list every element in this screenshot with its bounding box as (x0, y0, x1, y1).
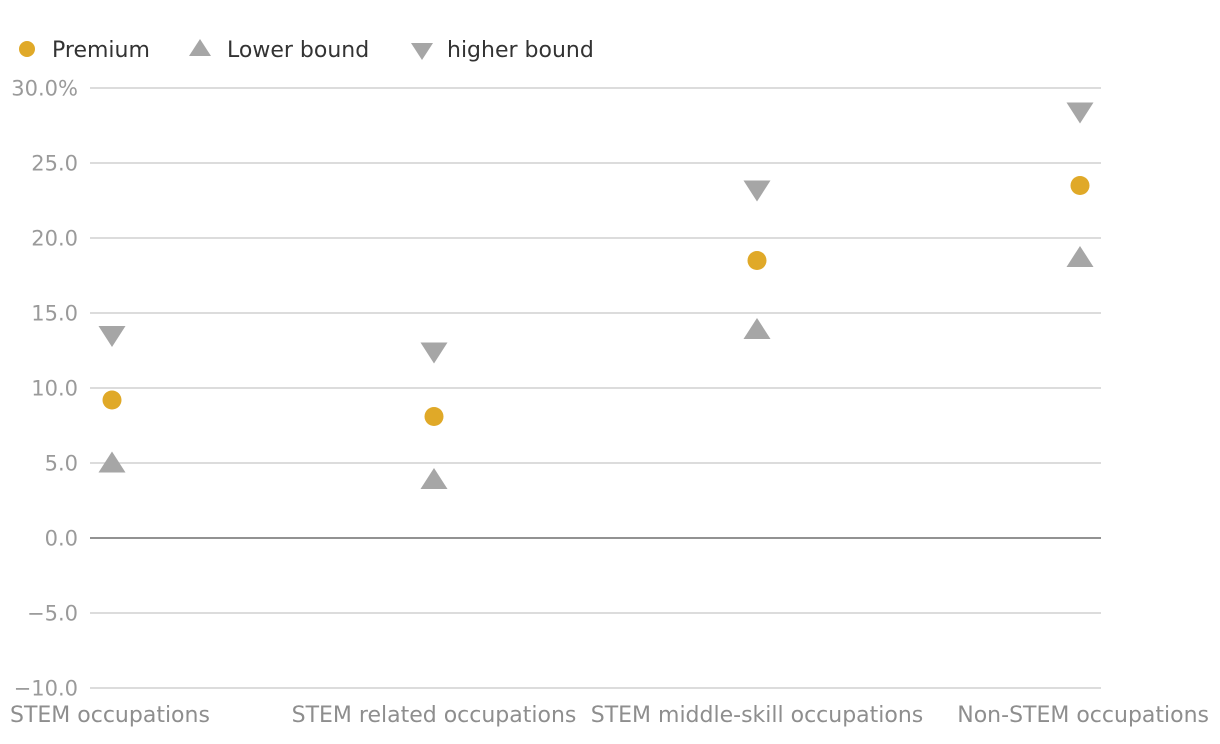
x-tick-label: Non-STEM occupations (957, 703, 1209, 728)
legend-item-lower-bound: Lower bound (189, 38, 369, 63)
higher-bound-point (1066, 102, 1094, 124)
legend: Premium Lower bound higher bound (19, 38, 594, 63)
y-tick-label: 0.0 (45, 527, 78, 551)
higher-bound-point (420, 342, 448, 364)
legend-label-premium: Premium (52, 38, 150, 63)
higher-bound-point (98, 326, 126, 348)
legend-marker-lower-bound (189, 39, 211, 56)
legend-label-lower-bound: Lower bound (227, 38, 369, 63)
y-tick-label: 30.0% (11, 77, 78, 101)
y-tick-label: 5.0 (45, 452, 78, 476)
y-tick-label: −10.0 (14, 677, 78, 701)
x-tick-label: STEM occupations (10, 703, 210, 728)
premium-point (102, 390, 122, 410)
y-tick-label: 20.0 (31, 227, 78, 251)
x-tick-label: STEM related occupations (292, 703, 577, 728)
y-axis: 30.0% 25.0 20.0 15.0 10.0 5.0 0.0 −5.0 −10.0 (11, 77, 78, 701)
premium-point (424, 407, 444, 426)
premium-point (1070, 176, 1090, 195)
x-tick-label: STEM middle-skill occupations (591, 703, 924, 728)
legend-marker-higher-bound (411, 43, 433, 60)
legend-item-higher-bound: higher bound (411, 38, 594, 63)
gridlines (90, 87, 1101, 689)
legend-marker-premium (19, 41, 35, 57)
data-points (98, 102, 1094, 489)
higher-bound-point (743, 180, 771, 202)
premium-point (747, 251, 767, 270)
legend-label-higher-bound: higher bound (447, 38, 594, 63)
lower-bound-point (743, 317, 771, 339)
y-tick-label: 10.0 (31, 377, 78, 401)
lower-bound-point (98, 451, 126, 473)
x-axis: STEM occupations STEM related occupations… (10, 703, 1209, 728)
legend-item-premium: Premium (19, 38, 150, 63)
y-tick-label: 25.0 (31, 152, 78, 176)
lower-bound-point (1066, 245, 1094, 267)
y-tick-label: 15.0 (31, 302, 78, 326)
lower-bound-point (420, 467, 448, 489)
y-tick-label: −5.0 (27, 602, 78, 626)
